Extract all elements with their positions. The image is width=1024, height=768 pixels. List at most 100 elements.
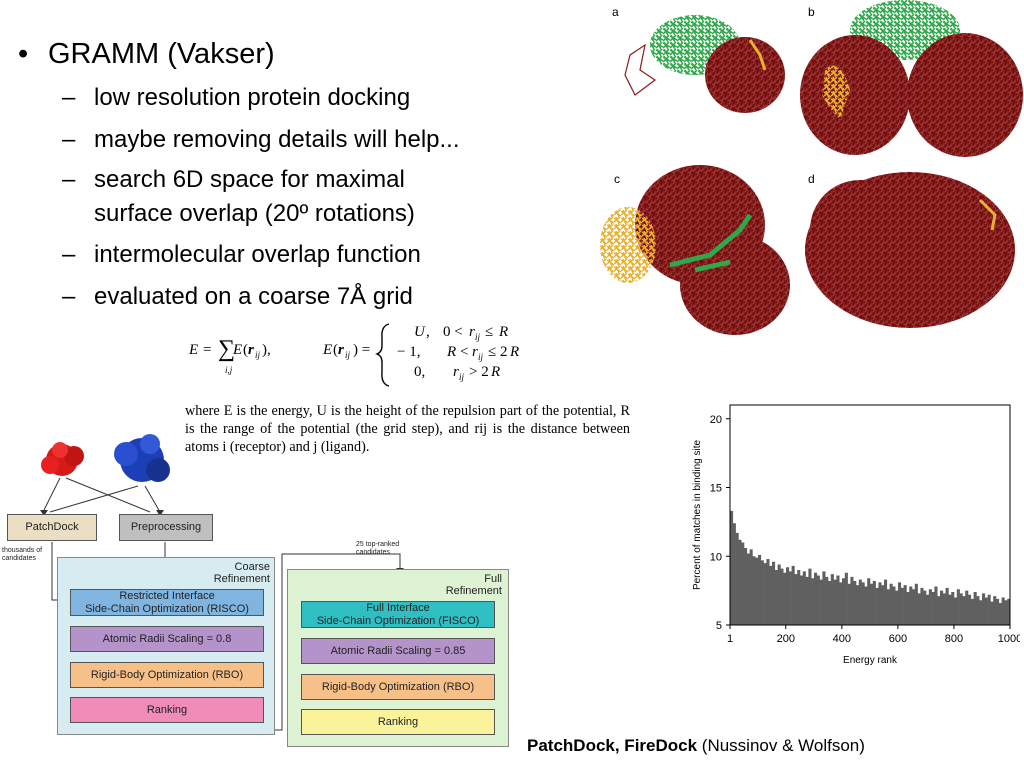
- histogram-bar: [1001, 597, 1005, 625]
- formula-description: where E is the energy, U is the height o…: [185, 403, 630, 455]
- histogram-bar: [749, 549, 753, 626]
- risco-line: Side-Chain Optimization (RISCO): [85, 602, 249, 615]
- dash: –: [62, 241, 76, 268]
- histogram-bar: [928, 589, 932, 625]
- histogram-bar: [889, 583, 893, 625]
- panel-label-a: a: [612, 5, 619, 19]
- histogram-bar: [783, 572, 787, 625]
- histogram-bar: [811, 578, 815, 625]
- panel-c-structure: [600, 165, 790, 335]
- histogram-bar: [794, 574, 798, 626]
- x-tick-label: 1: [727, 633, 733, 645]
- histogram-bar: [951, 592, 955, 625]
- histogram-bar: [774, 570, 778, 625]
- svg-text:ij: ij: [459, 372, 465, 382]
- histogram-bar: [853, 581, 857, 625]
- top-ranked-line: candidates: [356, 549, 390, 556]
- svg-text:E: E: [322, 342, 332, 358]
- histogram-bar: [948, 594, 952, 625]
- svg-text:− 1,: − 1,: [397, 344, 420, 360]
- svg-text:R: R: [498, 324, 508, 340]
- histogram-bar: [858, 579, 862, 626]
- histogram-bar: [909, 586, 913, 625]
- histogram-bar: [847, 583, 851, 625]
- histogram-bar: [769, 565, 773, 626]
- main-bullet-text: GRAMM (Vakser): [48, 38, 275, 70]
- histogram-bar: [998, 603, 1002, 625]
- svg-text:U: U: [414, 324, 426, 340]
- sub-bullet-text: maybe removing details will help...: [94, 126, 460, 153]
- sub-bullet-text: evaluated on a coarse 7Å grid: [94, 283, 413, 310]
- histogram-bar: [732, 523, 736, 625]
- svg-text:0 <: 0 <: [443, 324, 463, 340]
- svg-text:) =: ) =: [353, 342, 370, 358]
- coarse-refinement-title: Coarse Refinement: [190, 561, 270, 585]
- histogram-bar: [968, 594, 972, 625]
- y-axis-label: Percent of matches in binding site: [692, 440, 703, 591]
- top-ranked-label: 25 top-ranked candidates: [356, 541, 436, 557]
- svg-text:> 2: > 2: [469, 364, 489, 380]
- svg-text:E: E: [188, 342, 198, 358]
- svg-text:(: (: [333, 342, 338, 358]
- svg-text:R: R: [509, 344, 519, 360]
- histogram-bar: [825, 576, 829, 626]
- svg-text:R: R: [490, 364, 500, 380]
- histogram-bar: [940, 590, 944, 626]
- red-molecule-icon: [41, 442, 84, 476]
- rbo-box-coarse: Rigid-Body Optimization (RBO): [70, 662, 264, 688]
- histogram-bar: [1004, 600, 1008, 625]
- svg-text:r: r: [453, 364, 459, 380]
- histogram-bar: [791, 565, 795, 626]
- histogram-bar: [993, 596, 997, 626]
- histogram-bar: [833, 579, 837, 626]
- histogram-bar: [830, 574, 834, 626]
- full-title-line: Full: [484, 573, 502, 585]
- histogram-bar: [912, 589, 916, 625]
- fisco-line: Full Interface: [366, 601, 430, 614]
- sub-bullet-text: intermolecular overlap function: [94, 241, 421, 268]
- histogram-bar: [870, 583, 874, 625]
- rbo-box-full: Rigid-Body Optimization (RBO): [301, 674, 495, 700]
- svg-text:≤ 2: ≤ 2: [488, 344, 507, 360]
- svg-text:∑: ∑: [218, 336, 235, 362]
- svg-text:<: <: [460, 344, 468, 360]
- histogram-bar: [800, 575, 804, 625]
- histogram-bar: [898, 582, 902, 626]
- histogram-bar: [881, 585, 885, 626]
- histogram-bar: [872, 581, 876, 625]
- histogram-bar: [990, 601, 994, 626]
- histogram-bar: [864, 586, 868, 625]
- x-axis-label: Energy rank: [843, 655, 898, 666]
- histogram-bar: [878, 582, 882, 626]
- histogram-bar: [735, 532, 739, 626]
- histogram-bar: [920, 587, 924, 626]
- svg-text:(: (: [243, 342, 248, 358]
- histogram-bar: [914, 583, 918, 625]
- atomic-radii-08-box: Atomic Radii Scaling = 0.8: [70, 626, 264, 652]
- histogram-bar: [976, 596, 980, 626]
- svg-text:E: E: [232, 342, 242, 358]
- histogram-bar: [931, 592, 935, 625]
- svg-text:,: ,: [426, 324, 430, 340]
- full-title-line: Refinement: [445, 585, 502, 597]
- svg-text:ij: ij: [478, 352, 484, 362]
- histogram-bar: [892, 586, 896, 625]
- svg-text:),: ),: [262, 342, 271, 358]
- histogram-bar: [895, 590, 899, 626]
- y-tick-label: 20: [710, 414, 722, 426]
- histogram-bar: [903, 585, 907, 626]
- risco-line: Restricted Interface: [119, 589, 215, 602]
- histogram-bar: [954, 597, 958, 625]
- histogram-bar: [746, 553, 750, 625]
- histogram-bar: [945, 587, 949, 626]
- svg-text:r: r: [338, 342, 344, 358]
- dash: –: [62, 283, 76, 310]
- panel-d-structure: [805, 172, 1015, 328]
- histogram-bar: [763, 563, 767, 626]
- histogram-bar: [730, 510, 734, 625]
- fisco-box: Full Interface Side-Chain Optimization (…: [301, 601, 495, 628]
- blue-molecule-icon: [114, 434, 170, 482]
- dash: –: [62, 126, 76, 153]
- histogram-bar: [844, 572, 848, 625]
- x-tick-label: 400: [833, 633, 851, 645]
